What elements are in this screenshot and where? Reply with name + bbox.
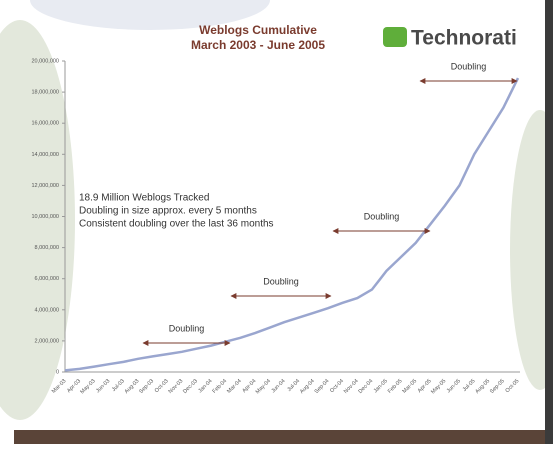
- y-tick-label: 8,000,000: [35, 245, 59, 251]
- line: [64, 77, 520, 372]
- note: Consistent doubling over the last 36 mon…: [79, 219, 274, 230]
- annotation: Doubling: [364, 211, 400, 221]
- note: 18.9 Million Weblogs Tracked: [79, 193, 209, 204]
- footer-bar: [14, 430, 545, 444]
- y-tick-label: 4,000,000: [35, 307, 59, 313]
- edge: [545, 0, 553, 444]
- decor: [510, 110, 553, 390]
- y-tick-label: 6,000,000: [35, 276, 59, 282]
- y-tick-label: 14,000,000: [31, 152, 59, 158]
- annotation: Doubling: [263, 276, 299, 286]
- decor: [0, 20, 75, 420]
- logo-icon: [383, 27, 407, 47]
- y-tick-label: 18,000,000: [31, 90, 59, 96]
- note: Doubling in size approx. every 5 months: [79, 206, 257, 217]
- y-tick-label: 20,000,000: [31, 58, 59, 64]
- decor: [30, 0, 270, 30]
- y-tick-label: 2,000,000: [35, 338, 59, 344]
- chart-subtitle: March 2003 - June 2005: [191, 38, 325, 52]
- y-tick-label: 0: [56, 369, 59, 375]
- y-tick-label: 10,000,000: [31, 214, 59, 220]
- chart-title: Weblogs Cumulative: [199, 23, 317, 37]
- logo: Technorati: [411, 27, 517, 50]
- annotation: Doubling: [451, 61, 487, 71]
- y-tick-label: 16,000,000: [31, 121, 59, 127]
- annotation: Doubling: [169, 323, 205, 333]
- y-tick-label: 12,000,000: [31, 183, 59, 189]
